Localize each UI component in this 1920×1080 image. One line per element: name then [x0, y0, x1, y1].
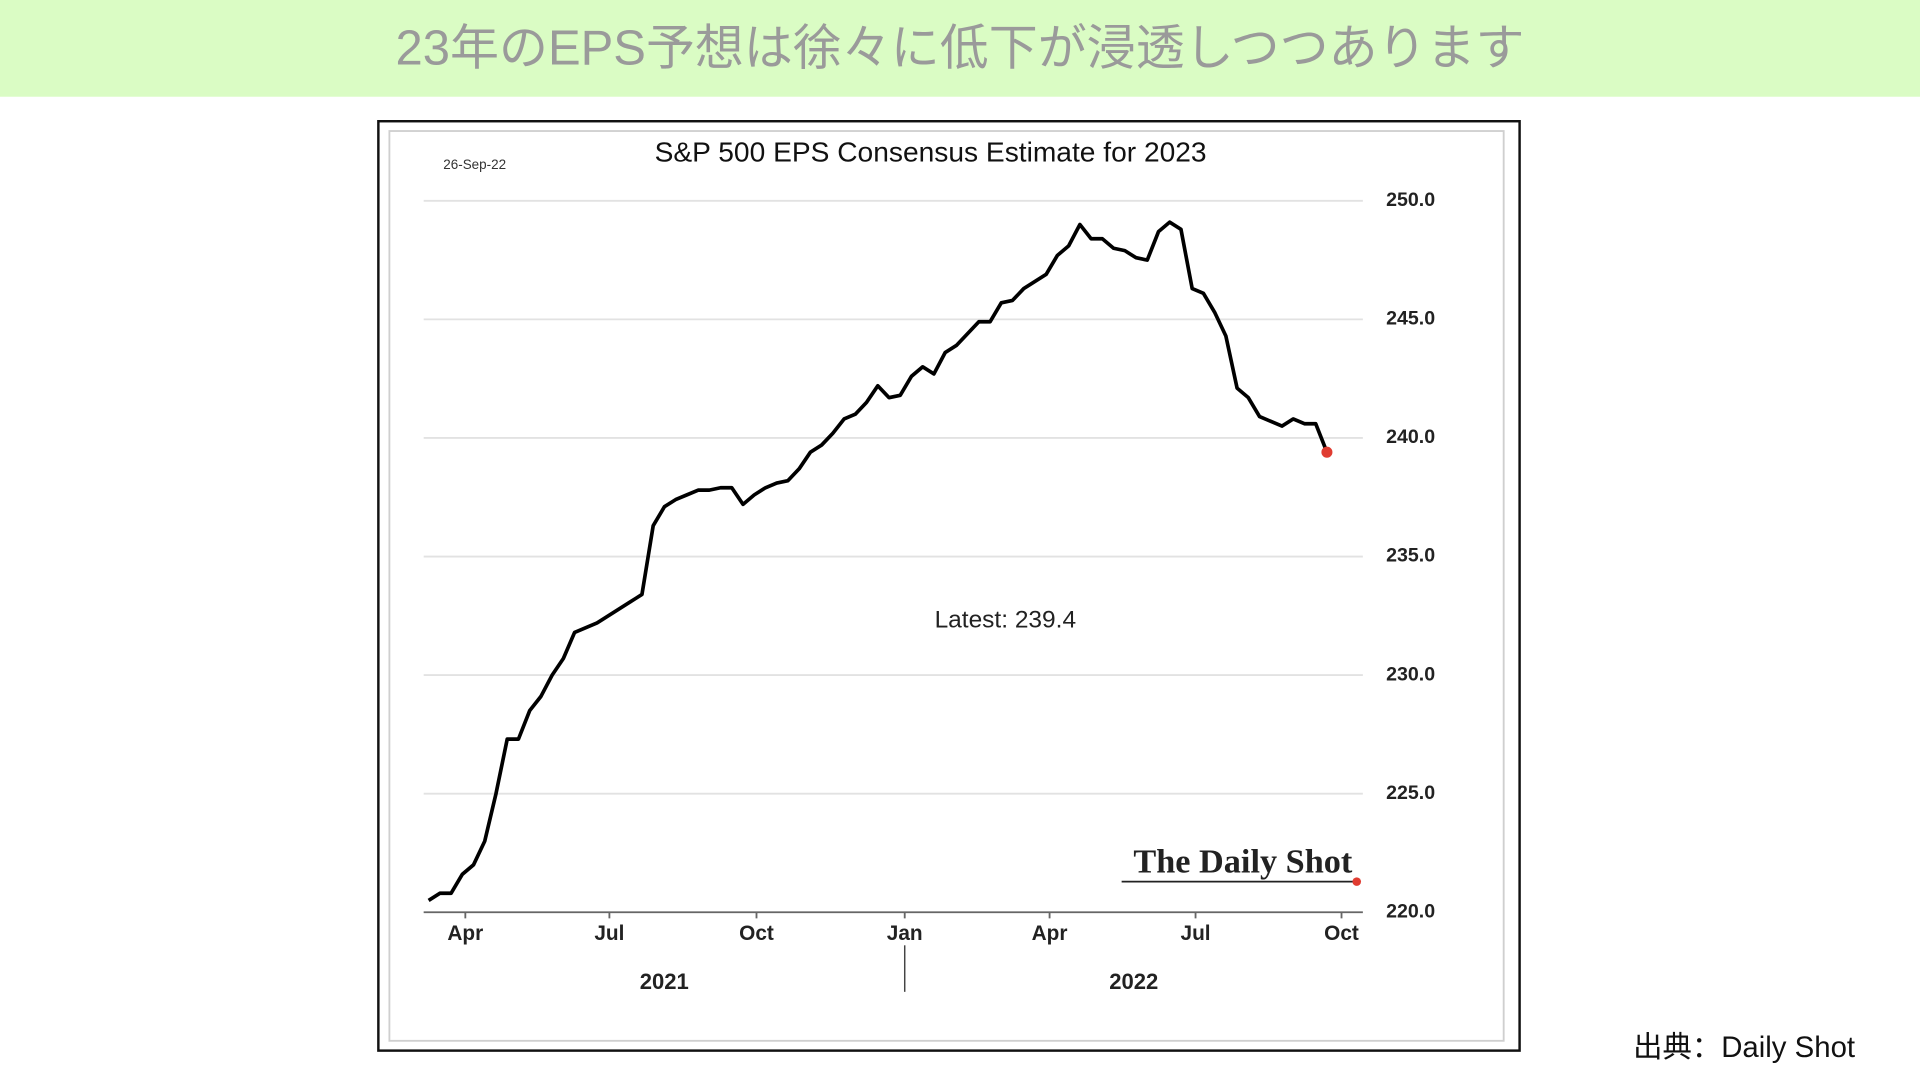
latest-marker — [1321, 446, 1333, 458]
x-tick-label: Apr — [447, 922, 483, 945]
chart-frame — [377, 120, 1521, 1052]
chart-inner-frame — [388, 130, 1505, 1042]
year-label: 2021 — [640, 969, 689, 994]
annotation: Latest: 239.4 — [935, 606, 1076, 633]
y-tick-label: 235.0 — [1386, 545, 1435, 567]
x-tick-label: Jul — [594, 922, 624, 945]
y-tick-label: 240.0 — [1386, 426, 1435, 448]
year-label: 2022 — [1109, 969, 1158, 994]
x-tick-label: Apr — [1032, 922, 1068, 945]
source: 出典：Daily Shot — [1633, 1031, 1855, 1064]
watermark-dot — [1352, 877, 1362, 886]
series-line — [427, 220, 1329, 902]
chart-title: S&P 500 EPS Consensus Estimate for 2023 — [655, 137, 1207, 168]
date-label: 26-Sep-22 — [443, 157, 506, 172]
x-tick-label: Oct — [739, 922, 774, 945]
y-tick-label: 230.0 — [1386, 663, 1435, 685]
y-tick-label: 220.0 — [1386, 900, 1435, 922]
y-tick-label: 225.0 — [1386, 782, 1435, 804]
heading: 23年のEPS予想は徐々に低下が浸透しつつあります — [396, 21, 1525, 75]
y-tick-label: 250.0 — [1386, 189, 1435, 211]
banner — [0, 0, 1920, 97]
watermark: The Daily Shot — [1133, 842, 1353, 880]
x-tick-label: Oct — [1324, 922, 1359, 945]
x-tick-label: Jan — [887, 922, 923, 945]
y-tick-label: 245.0 — [1386, 308, 1435, 330]
x-tick-label: Jul — [1181, 922, 1211, 945]
